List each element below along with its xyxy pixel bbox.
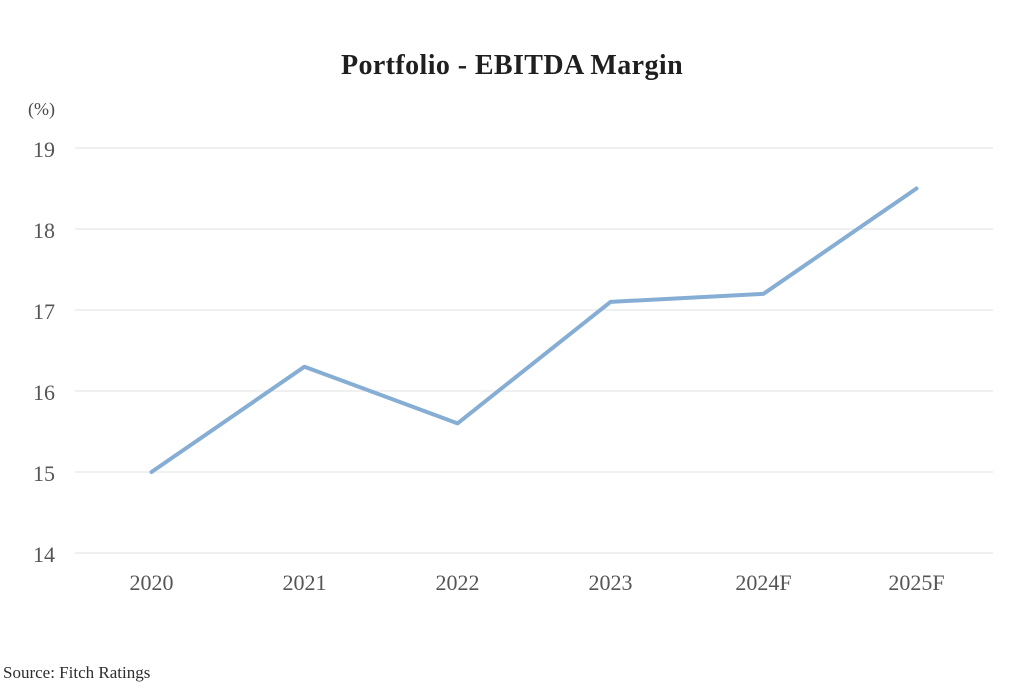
x-axis-label: 2022 bbox=[436, 570, 480, 595]
chart-title: Portfolio - EBITDA Margin bbox=[340, 50, 684, 81]
ebitda-margin-series-line bbox=[149, 186, 919, 474]
source-note: Source: Fitch Ratings bbox=[3, 663, 151, 682]
x-axis-label: 2023 bbox=[589, 570, 633, 595]
x-axis-label: 2021 bbox=[283, 570, 327, 595]
x-axis-label: 2024F bbox=[735, 570, 791, 595]
y-tick-label: 18 bbox=[33, 218, 55, 243]
y-tick-label: 15 bbox=[33, 461, 55, 486]
x-axis-label: 2025F bbox=[888, 570, 944, 595]
x-axis-label: 2020 bbox=[130, 570, 174, 595]
y-axis-unit-label: (%) bbox=[28, 99, 55, 119]
y-tick-label: 17 bbox=[33, 299, 55, 324]
y-tick-label: 16 bbox=[33, 380, 55, 405]
y-tick-label: 19 bbox=[33, 137, 55, 162]
y-tick-label: 14 bbox=[33, 542, 55, 567]
